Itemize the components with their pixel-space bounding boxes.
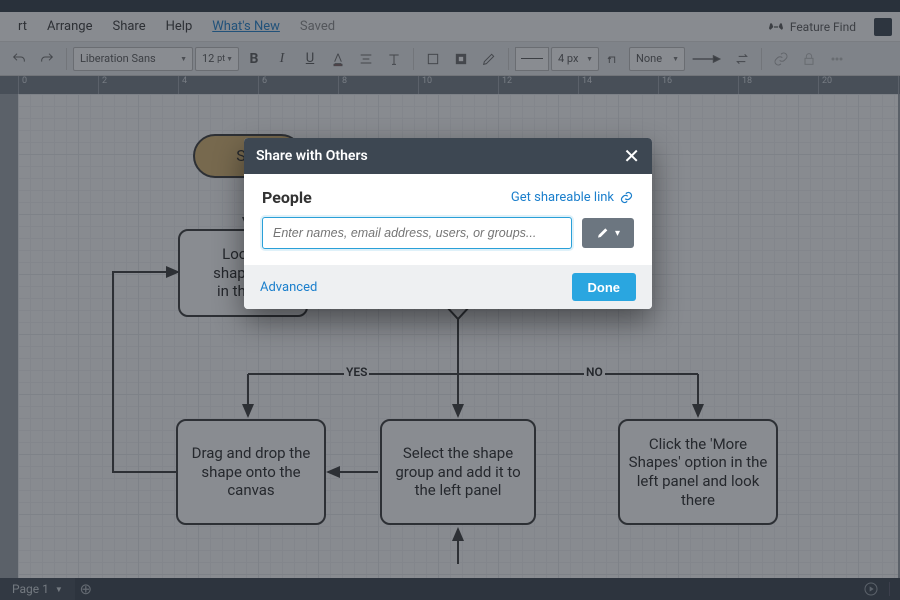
modal-header: Share with Others ✕ — [244, 138, 652, 174]
advanced-link[interactable]: Advanced — [260, 280, 317, 295]
people-heading: People — [262, 188, 312, 207]
permission-button[interactable] — [582, 218, 634, 248]
get-shareable-link[interactable]: Get shareable link — [511, 190, 634, 205]
done-button[interactable]: Done — [572, 273, 637, 301]
modal-overlay[interactable]: Share with Others ✕ People Get shareable… — [0, 0, 900, 600]
share-modal: Share with Others ✕ People Get shareable… — [244, 138, 652, 309]
modal-footer: Advanced Done — [244, 265, 652, 309]
link-icon — [619, 190, 634, 205]
close-icon[interactable]: ✕ — [623, 146, 640, 166]
people-input[interactable] — [262, 217, 572, 249]
modal-title: Share with Others — [256, 148, 368, 164]
edit-permission-icon — [596, 226, 612, 240]
